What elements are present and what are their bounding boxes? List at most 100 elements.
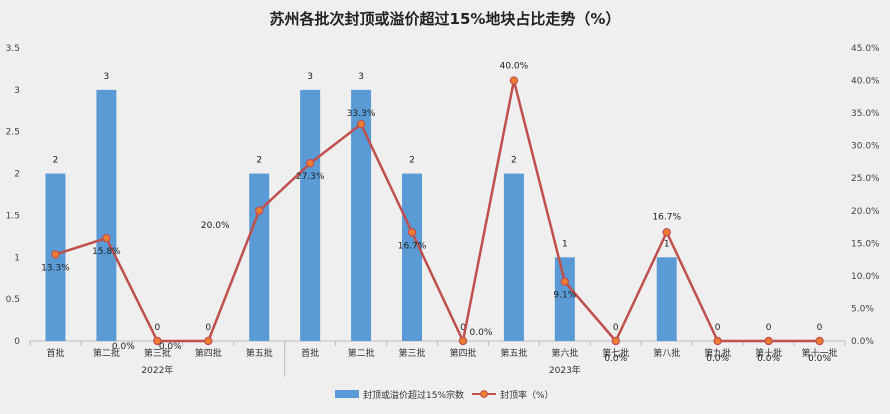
bars [45,89,677,341]
y-right-tick-label: 35.0% [851,109,880,119]
bar-value-label: 2 [53,156,59,166]
legend-line-label: 封顶率（%） [500,389,554,401]
line-point [356,119,366,129]
bar [249,173,270,341]
x-category-label: 第五批 [246,347,273,359]
x-category-label: 第二批 [348,347,375,359]
line-value-label: 13.3% [41,263,70,273]
x-category-label: 第二批 [93,347,120,359]
x-category-label: 第三批 [399,347,426,359]
bar-value-label: 2 [409,156,415,166]
x-category-label: 第九批 [704,347,731,359]
legend-bar-swatch [335,390,359,398]
axes: 00.511.522.533.50.0%5.0%10.0%15.0%20.0%2… [6,44,880,377]
line-value-label: 0.0% [757,354,780,364]
line-point [305,159,315,168]
x-group-label: 2022年 [141,364,173,376]
bar-value-label: 2 [511,156,517,166]
bar-value-label: 1 [664,239,670,249]
line-series [55,79,820,343]
bar [554,257,575,341]
y-right-tick-label: 20.0% [851,207,880,217]
line-value-label: 0.0% [706,354,729,364]
bar [402,173,423,341]
legend-bar-label: 封顶或溢价超过15%宗数 [363,389,464,401]
y-left-tick-label: 3 [14,86,20,96]
line-labels: 13.3% 15.8% 0.0% 0.0% 2 0.0% 27.3% 33.3% 16.7% 0.… [41,62,831,364]
chart-title: 苏州各批次封顶或溢价超过15%地块占比走势（%） [270,10,621,28]
line-point [51,250,60,259]
bar-value-label: 0 [613,323,619,333]
x-category-label: 第四批 [449,347,476,359]
line-point [662,228,671,237]
line-value-label: 27.3% [296,172,325,182]
bar-value-label: 0 [817,323,823,333]
x-category-label: 第四批 [195,347,222,359]
x-group-label: 2023年 [549,364,581,376]
line-value-label: 0.0% [470,328,493,338]
bar-value-label: 0 [460,323,466,333]
y-right-tick-label: 15.0% [851,239,880,249]
line-point [713,336,722,346]
bar-value-label: 0 [205,323,211,333]
bar-value-label: 3 [104,72,110,82]
y-left-tick-label: 0 [14,337,20,347]
bar-value-label: 0 [766,323,772,333]
line-layer [51,76,824,346]
line-value-label: 33.3% [347,109,376,119]
line-value-label: 16.7% [652,212,681,222]
x-category-label: 第三批 [144,347,171,359]
bar-value-label: 3 [358,72,364,82]
bar-labels: 2 3 0 0 2 3 3 2 0 2 1 0 1 0 0 0 [53,72,823,333]
y-right-tick-label: 45.0% [851,44,880,54]
y-left-tick-label: 3.5 [6,44,20,54]
line-point [153,336,162,346]
line-point [204,336,213,346]
bar [656,257,677,341]
y-left-tick-label: 2 [14,170,20,180]
bar-value-label: 1 [562,239,568,249]
line-point [764,336,773,346]
line-value-label: 0.0% [808,354,831,364]
bar-value-label: 2 [256,156,262,166]
line-value-label: 0.0% [112,342,135,352]
y-left-tick-label: 0.5 [6,295,20,305]
line-point [815,336,824,346]
line-point [458,336,468,346]
y-right-tick-label: 5.0% [851,304,874,314]
line-point [611,336,620,346]
y-right-tick-label: 30.0% [851,142,880,152]
line-value-label: 40.0% [500,62,529,72]
line-point [509,76,519,85]
line-value-label: 16.7% [398,241,427,251]
bar [503,173,524,341]
x-category-label: 首批 [301,347,319,359]
line-value-label: 9.1% [553,291,576,301]
y-left-tick-label: 1 [14,253,20,263]
x-category-label: 第八批 [653,347,680,359]
line-point [407,228,417,237]
x-category-label: 第十批 [755,347,782,359]
x-category-label: 第十一批 [802,347,838,359]
bar [300,89,321,341]
line-point [560,277,570,286]
x-category-label: 第七批 [602,347,629,359]
bar [96,89,117,341]
y-left-tick-label: 2.5 [6,128,20,138]
x-category-label: 第六批 [551,347,578,359]
x-category-label: 首批 [46,347,64,359]
line-point [102,233,111,243]
bar [351,89,372,341]
y-left-tick-label: 1.5 [6,211,20,221]
bar-value-label: 3 [307,72,313,82]
y-right-tick-label: 0.0% [851,337,874,347]
y-right-tick-label: 10.0% [851,272,880,282]
line-point [255,206,264,215]
legend-line-marker [480,390,488,398]
y-right-tick-label: 25.0% [851,174,880,184]
line-value-label: 15.8% [92,247,121,257]
line-value-label: 0.0% [604,354,627,364]
bar-value-label: 0 [154,323,160,333]
